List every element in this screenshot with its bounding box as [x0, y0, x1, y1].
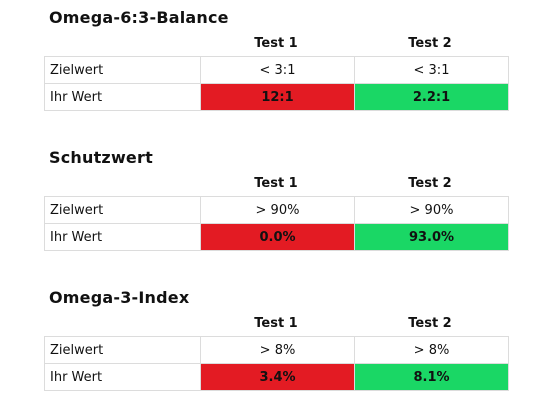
row-label: Zielwert [44, 336, 201, 364]
column-header-test-1: Test 1 [254, 176, 298, 191]
target-value-test-1: > 8% [200, 336, 355, 364]
table-row-target: Zielwert > 8% > 8% [44, 336, 509, 364]
target-value-test-2: > 8% [354, 336, 509, 364]
table-row-target: Zielwert > 90% > 90% [44, 196, 509, 224]
column-header-test-2: Test 2 [408, 176, 452, 191]
column-header-test-1: Test 1 [254, 36, 298, 51]
row-label: Ihr Wert [44, 223, 201, 251]
column-header-row: Test 1 Test 2 [44, 36, 508, 54]
column-header-row: Test 1 Test 2 [44, 176, 508, 194]
column-header-test-2: Test 2 [408, 316, 452, 331]
column-header-row: Test 1 Test 2 [44, 316, 508, 334]
row-label: Zielwert [44, 196, 201, 224]
table-row-result: Ihr Wert 0.0% 93.0% [44, 223, 509, 251]
target-value-test-1: < 3:1 [200, 56, 355, 84]
table-row-result: Ihr Wert 3.4% 8.1% [44, 363, 509, 391]
row-label: Ihr Wert [44, 83, 201, 111]
values-table: Zielwert > 8% > 8% Ihr Wert 3.4% 8.1% [44, 336, 509, 391]
result-value-test-1: 3.4% [200, 363, 355, 391]
column-header-test-1: Test 1 [254, 316, 298, 331]
table-row-target: Zielwert < 3:1 < 3:1 [44, 56, 509, 84]
result-value-test-1: 0.0% [200, 223, 355, 251]
values-table: Zielwert > 90% > 90% Ihr Wert 0.0% 93.0% [44, 196, 509, 251]
row-label: Ihr Wert [44, 363, 201, 391]
values-table: Zielwert < 3:1 < 3:1 Ihr Wert 12:1 2.2:1 [44, 56, 509, 111]
target-value-test-2: < 3:1 [354, 56, 509, 84]
target-value-test-2: > 90% [354, 196, 509, 224]
table-row-result: Ihr Wert 12:1 2.2:1 [44, 83, 509, 111]
result-value-test-2: 2.2:1 [354, 83, 509, 111]
section-title: Schutzwert [49, 148, 153, 167]
section-title: Omega-6:3-Balance [49, 8, 229, 27]
result-value-test-2: 93.0% [354, 223, 509, 251]
column-header-test-2: Test 2 [408, 36, 452, 51]
section-title: Omega-3-Index [49, 288, 190, 307]
result-value-test-2: 8.1% [354, 363, 509, 391]
result-value-test-1: 12:1 [200, 83, 355, 111]
row-label: Zielwert [44, 56, 201, 84]
target-value-test-1: > 90% [200, 196, 355, 224]
